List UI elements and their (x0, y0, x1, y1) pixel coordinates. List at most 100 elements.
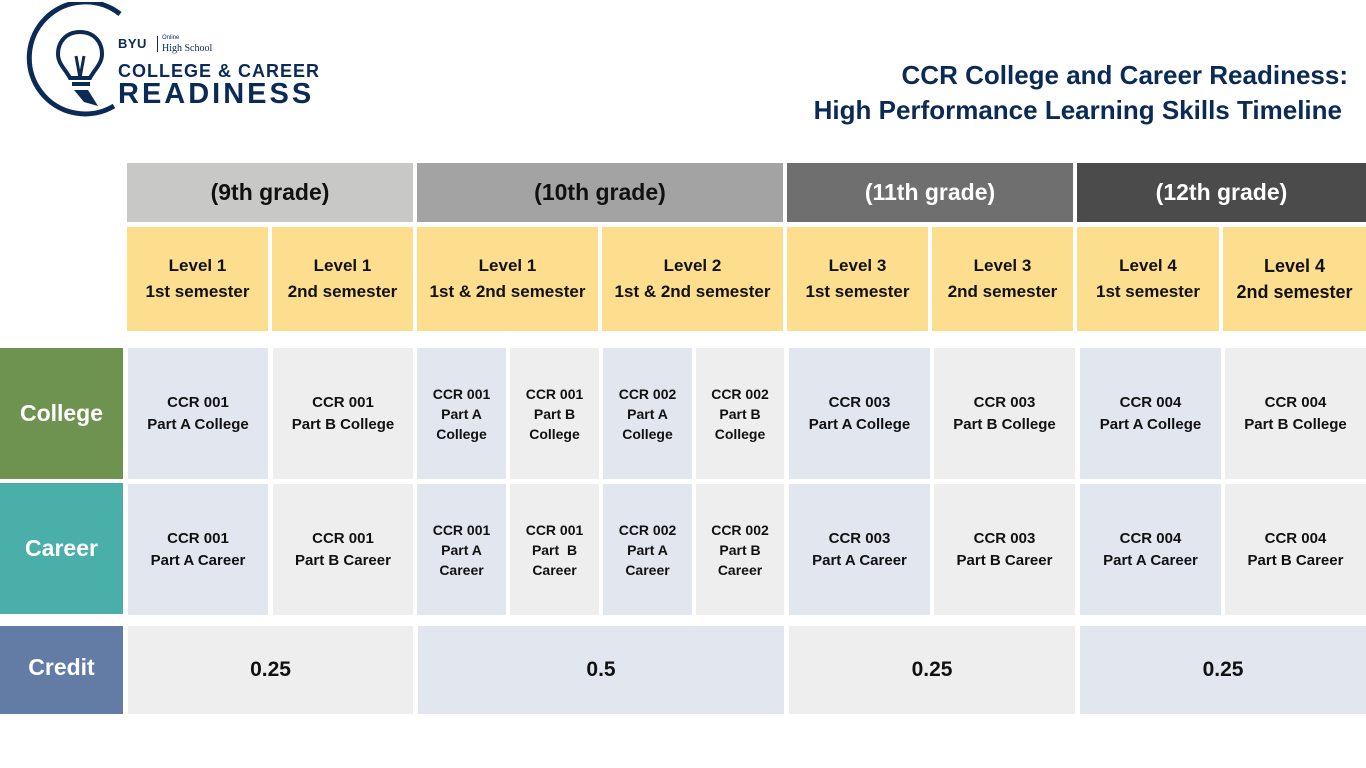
college-course-cell: CCR 001 Part B College (273, 348, 413, 479)
course-track: Career (625, 561, 670, 578)
course-part: Part B College (291, 415, 395, 433)
course-track: Career (532, 561, 577, 578)
grade-header-10: (10th grade) (417, 163, 783, 222)
course-part: Part A Career (150, 551, 246, 569)
level-semester: 1st semester (1096, 282, 1200, 301)
college-course-cell: CCR 003 Part B College (934, 348, 1075, 479)
credit-cell-12: 0.25 (1080, 626, 1366, 714)
college-course-cell: CCR 003 Part A College (789, 348, 930, 479)
career-course-cell: CCR 002 Part B Career (696, 484, 784, 615)
page-title: CCR College and Career Readiness: High P… (708, 58, 1348, 128)
level-cell: Level 1 2nd semester (272, 227, 413, 331)
logo-line1: COLLEGE & CAREER (118, 61, 321, 81)
level-cell: Level 4 2nd semester (1223, 227, 1366, 331)
title-line2: High Performance Learning Skills Timelin… (813, 95, 1342, 125)
college-course-cell: CCR 004 Part B College (1225, 348, 1366, 479)
career-course-cell: CCR 001 Part A Career (417, 484, 506, 615)
course-track: College (529, 425, 580, 442)
course-part: Part B College (953, 415, 1056, 433)
level-semester: 2nd semester (1236, 282, 1353, 302)
level-title: Level 1 (313, 256, 372, 275)
row-label-credit: Credit (0, 626, 123, 714)
level-semester: 2nd semester (947, 282, 1058, 301)
career-course-cell: CCR 004 Part A Career (1080, 484, 1221, 615)
logo-online: Online (162, 35, 180, 41)
level-title: Level 1 (168, 256, 227, 275)
course-part: Part A (441, 541, 482, 558)
level-cell: Level 3 1st semester (787, 227, 928, 331)
career-course-cell: CCR 001 Part B Career (273, 484, 413, 615)
course-code: CCR 001 (167, 529, 229, 547)
level-title: Level 2 (663, 256, 722, 275)
course-code: CCR 001 (312, 393, 374, 411)
course-code: CCR 004 (1119, 393, 1182, 411)
college-course-cell: CCR 004 Part A College (1080, 348, 1221, 479)
course-code: CCR 003 (828, 529, 891, 547)
level-semester: 1st & 2nd semester (614, 282, 771, 301)
level-title: Level 1 (478, 256, 537, 275)
credit-cell-9: 0.25 (128, 626, 413, 714)
course-track: College (714, 425, 766, 442)
row-label-college: College (0, 348, 123, 479)
career-course-cell: CCR 001 Part B Career (510, 484, 599, 615)
course-code: CCR 004 (1264, 529, 1327, 547)
course-part: Part A Career (1103, 551, 1198, 569)
career-course-cell: CCR 003 Part B Career (934, 484, 1075, 615)
lightbulb-icon (26, 2, 122, 117)
career-course-cell: CCR 003 Part A Career (789, 484, 930, 615)
course-code: CCR 002 (618, 385, 677, 402)
course-part: Part A (627, 405, 668, 422)
college-course-cell: CCR 001 Part A College (417, 348, 506, 479)
level-cell: Level 1 1st semester (127, 227, 268, 331)
level-semester: 1st & 2nd semester (429, 282, 586, 301)
course-code: CCR 003 (828, 393, 891, 411)
level-title: Level 3 (973, 256, 1032, 275)
college-course-cell: CCR 001 Part A College (128, 348, 268, 479)
course-track: College (622, 425, 673, 442)
credit-cell-10: 0.5 (418, 626, 784, 714)
level-title: Level 3 (828, 256, 887, 275)
logo-byu: BYU (118, 36, 147, 51)
level-semester: 2nd semester (287, 282, 398, 301)
course-code: CCR 001 (432, 521, 491, 538)
course-part: Part B (719, 541, 761, 558)
course-part: Part A College (1099, 415, 1202, 433)
course-part: Part A Career (812, 551, 907, 569)
college-course-cell: CCR 002 Part A College (603, 348, 692, 479)
course-part: Part B (533, 405, 576, 422)
level-semester: 1st semester (145, 282, 250, 301)
row-label-career: Career (0, 483, 123, 614)
course-track: College (436, 425, 487, 442)
course-code: CCR 004 (1264, 393, 1327, 411)
course-code: CCR 001 (312, 529, 374, 547)
course-code: CCR 001 (167, 393, 229, 411)
grade-header-9: (9th grade) (127, 163, 413, 222)
course-part: Part B Career (1247, 551, 1344, 569)
logo-high-school: High School (162, 43, 213, 54)
career-course-cell: CCR 001 Part A Career (128, 484, 268, 615)
course-part: Part B (719, 405, 761, 422)
course-part: Part B College (1244, 415, 1347, 433)
grade-header-11: (11th grade) (787, 163, 1073, 222)
level-cell: Level 3 2nd semester (932, 227, 1073, 331)
course-part: Part A College (808, 415, 911, 433)
credit-cell-11: 0.25 (789, 626, 1075, 714)
logo-line2: READINESS (118, 78, 315, 110)
course-part: Part B Career (295, 551, 391, 569)
course-track: Career (439, 561, 484, 578)
course-part: Part A (627, 541, 668, 558)
course-part: Part A (441, 405, 482, 422)
level-title: Level 4 (1119, 256, 1177, 275)
level-semester: 1st semester (805, 282, 910, 301)
course-code: CCR 001 (525, 521, 584, 538)
course-code: CCR 001 (525, 385, 584, 402)
logo (18, 2, 318, 120)
level-cell: Level 2 1st & 2nd semester (602, 227, 783, 331)
college-course-cell: CCR 002 Part B College (696, 348, 784, 479)
course-code: CCR 003 (973, 529, 1036, 547)
course-part: Part A College (147, 415, 249, 433)
college-course-cell: CCR 001 Part B College (510, 348, 599, 479)
career-course-cell: CCR 004 Part B Career (1225, 484, 1366, 615)
course-code: CCR 003 (973, 393, 1036, 411)
course-code: CCR 002 (711, 521, 769, 538)
